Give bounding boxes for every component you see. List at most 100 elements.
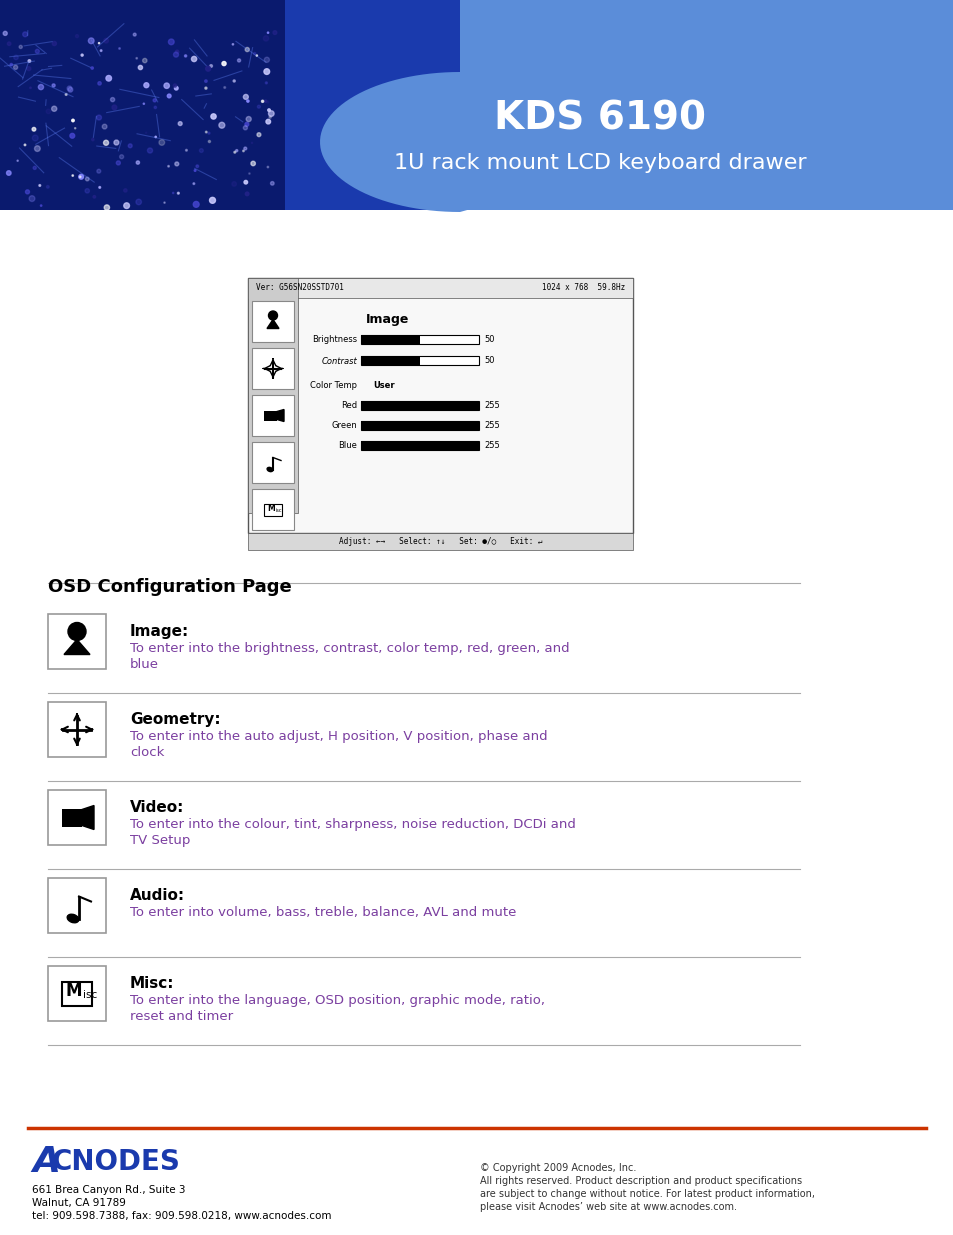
Circle shape (264, 57, 269, 63)
FancyBboxPatch shape (252, 395, 294, 436)
Text: Color Temp: Color Temp (310, 380, 356, 389)
Circle shape (174, 162, 178, 165)
Text: please visit Acnodes’ web site at www.acnodes.com.: please visit Acnodes’ web site at www.ac… (479, 1202, 737, 1212)
Circle shape (28, 59, 30, 62)
Circle shape (33, 167, 36, 169)
Circle shape (206, 67, 211, 72)
Circle shape (247, 100, 249, 103)
Circle shape (268, 111, 274, 116)
Circle shape (91, 138, 94, 141)
FancyBboxPatch shape (252, 301, 294, 342)
Circle shape (38, 84, 44, 90)
Circle shape (138, 65, 142, 69)
Text: M: M (267, 504, 274, 513)
Text: Image: Image (366, 314, 409, 326)
FancyBboxPatch shape (360, 421, 478, 430)
Text: Green: Green (331, 421, 356, 431)
Circle shape (86, 177, 89, 180)
Circle shape (245, 47, 249, 52)
Circle shape (27, 67, 30, 70)
Circle shape (135, 199, 141, 205)
Polygon shape (267, 320, 278, 329)
FancyBboxPatch shape (360, 356, 419, 366)
Text: KDS 6190: KDS 6190 (494, 99, 705, 137)
Circle shape (273, 31, 276, 35)
Circle shape (210, 198, 215, 204)
Text: Video:: Video: (130, 800, 184, 815)
Circle shape (118, 48, 120, 49)
Circle shape (30, 195, 35, 201)
Text: tel: 909.598.7388, fax: 909.598.0218, www.acnodes.com: tel: 909.598.7388, fax: 909.598.0218, ww… (32, 1212, 331, 1221)
FancyBboxPatch shape (62, 982, 91, 1005)
FancyBboxPatch shape (62, 809, 82, 826)
Text: OSD Configuration Page: OSD Configuration Page (48, 578, 292, 597)
Text: To enter into the colour, tint, sharpness, noise reduction, DCDi and: To enter into the colour, tint, sharpnes… (130, 818, 576, 831)
Text: CNODES: CNODES (52, 1149, 181, 1176)
Circle shape (269, 116, 271, 119)
Circle shape (271, 182, 274, 185)
Circle shape (232, 182, 236, 186)
Polygon shape (82, 805, 94, 830)
FancyBboxPatch shape (360, 356, 478, 366)
FancyBboxPatch shape (360, 421, 478, 430)
Circle shape (193, 201, 199, 207)
Circle shape (173, 84, 176, 88)
Circle shape (261, 100, 263, 103)
Circle shape (235, 149, 237, 152)
Circle shape (91, 67, 93, 69)
Circle shape (249, 173, 250, 174)
Circle shape (68, 622, 86, 641)
Text: 255: 255 (483, 441, 499, 450)
FancyBboxPatch shape (360, 401, 478, 410)
Circle shape (113, 140, 119, 144)
Text: Red: Red (340, 401, 356, 410)
Text: isc: isc (83, 990, 97, 1000)
Text: All rights reserved. Product description and product specifications: All rights reserved. Product description… (479, 1176, 801, 1186)
Text: To enter into volume, bass, treble, balance, AVL and mute: To enter into volume, bass, treble, bala… (130, 906, 516, 919)
Circle shape (40, 205, 42, 206)
Circle shape (7, 170, 11, 175)
FancyBboxPatch shape (248, 278, 633, 534)
FancyBboxPatch shape (248, 534, 633, 550)
Polygon shape (64, 640, 90, 655)
FancyBboxPatch shape (360, 401, 478, 410)
Circle shape (10, 63, 12, 65)
Circle shape (177, 193, 179, 194)
Circle shape (211, 114, 216, 119)
FancyBboxPatch shape (48, 790, 106, 845)
Circle shape (267, 101, 269, 103)
Circle shape (111, 98, 114, 101)
Circle shape (23, 32, 28, 37)
Circle shape (24, 144, 26, 146)
Circle shape (72, 175, 73, 177)
Circle shape (256, 132, 260, 137)
Circle shape (112, 105, 116, 110)
Text: Adjust: ←→   Select: ↑↓   Set: ●/○   Exit: ↵: Adjust: ←→ Select: ↑↓ Set: ●/○ Exit: ↵ (338, 536, 541, 546)
Circle shape (186, 149, 187, 151)
Circle shape (19, 46, 22, 48)
Text: Walnut, CA 91789: Walnut, CA 91789 (32, 1198, 126, 1208)
Circle shape (52, 42, 56, 46)
Text: Blue: Blue (337, 441, 356, 451)
Circle shape (263, 36, 269, 41)
Circle shape (106, 75, 112, 82)
FancyBboxPatch shape (248, 278, 297, 513)
Text: TV Setup: TV Setup (130, 834, 191, 847)
FancyBboxPatch shape (252, 489, 294, 530)
Circle shape (99, 186, 100, 188)
Circle shape (70, 133, 74, 138)
FancyBboxPatch shape (459, 0, 953, 210)
Circle shape (244, 180, 248, 184)
Circle shape (205, 86, 207, 89)
Circle shape (65, 94, 67, 95)
Circle shape (128, 143, 132, 148)
Text: 1U rack mount LCD keyboard drawer: 1U rack mount LCD keyboard drawer (394, 153, 805, 173)
Circle shape (199, 148, 203, 152)
Circle shape (168, 165, 169, 167)
Text: M: M (66, 983, 82, 1000)
Text: blue: blue (130, 658, 159, 671)
Circle shape (39, 184, 41, 186)
Ellipse shape (67, 914, 79, 923)
Circle shape (237, 59, 240, 62)
Circle shape (119, 154, 124, 159)
